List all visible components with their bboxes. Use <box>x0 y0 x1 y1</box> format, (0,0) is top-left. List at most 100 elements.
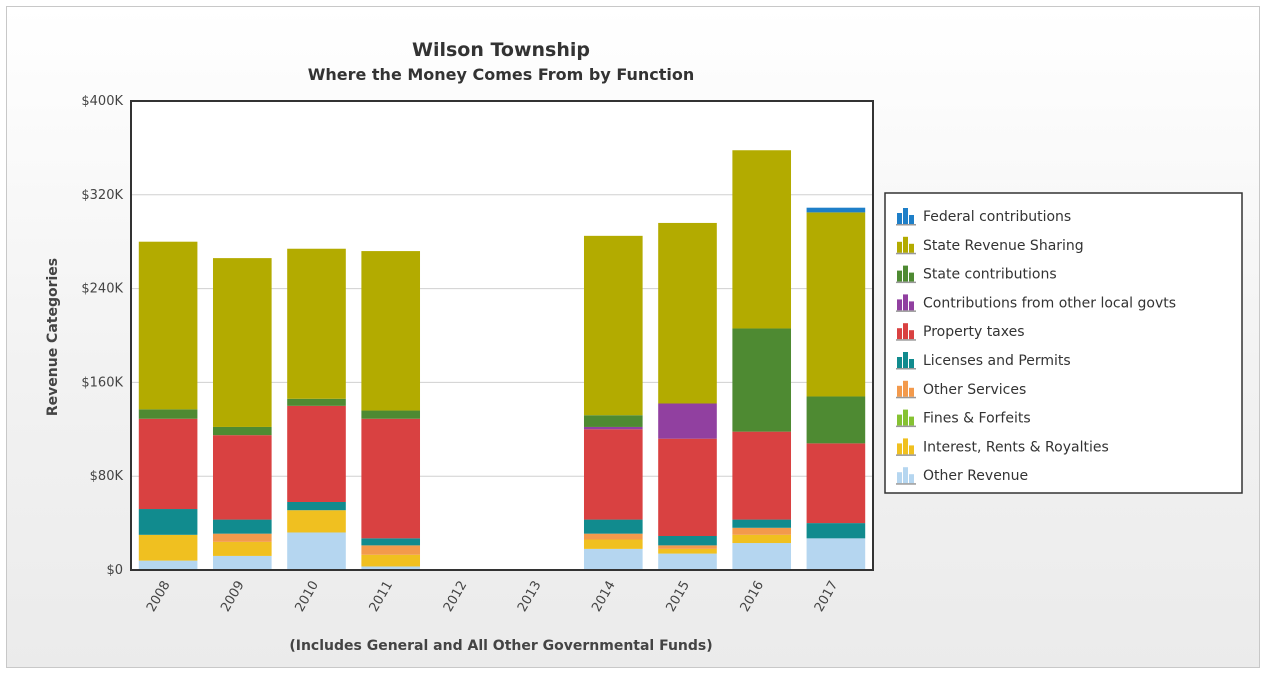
legend-label: State Revenue Sharing <box>923 238 1084 254</box>
bars: 2008 Other Revenue: 80002008 Interest, R… <box>138 150 866 570</box>
bar-segment[interactable]: 2016 Interest, Rents & Royalties: 7000 <box>732 534 792 544</box>
bar-segment[interactable]: 2015 Licenses and Permits: 8000 <box>658 535 717 546</box>
legend-label: Other Services <box>923 382 1026 398</box>
legend-label: State contributions <box>923 267 1057 283</box>
bar-segment[interactable]: 2010 Property taxes: 82000 <box>287 405 346 502</box>
x-axis-label: (Includes General and All Other Governme… <box>289 638 712 654</box>
bar-segment[interactable]: 2009 Interest, Rents & Royalties: 12000 <box>212 541 272 556</box>
bar-segment[interactable]: 2011 State Revenue Sharing: 136000 <box>361 251 421 411</box>
bar-segment[interactable]: 2017 Federal contributions: 4000 <box>806 207 866 213</box>
legend-label: Fines & Forfeits <box>923 411 1031 427</box>
bar-segment[interactable]: 2008 Interest, Rents & Royalties: 22000 <box>138 534 198 561</box>
bar-segment[interactable]: 2014 Other Revenue: 18000 <box>583 548 643 570</box>
legend: Federal contributions State Revenue Shari… <box>884 192 1243 494</box>
legend-item[interactable]: State contributions <box>896 265 1057 284</box>
bar-segment[interactable]: 2017 State contributions: 40000 <box>806 396 866 444</box>
bar-segment[interactable]: 2009 Other Services: 7000 <box>212 533 272 542</box>
legend-item[interactable]: Licenses and Permits <box>896 352 1071 370</box>
bar-segment[interactable]: 2014 Interest, Rents & Royalties: 8000 <box>583 539 643 549</box>
legend-bar-icon <box>896 208 916 226</box>
bar-segment[interactable]: 2009 Property taxes: 72000 <box>212 435 272 520</box>
bar-segment[interactable]: 2016 Property taxes: 75000 <box>732 431 792 520</box>
bar-segment[interactable]: 2015 Property taxes: 83000 <box>658 438 717 536</box>
bar-segment[interactable]: 2016 Other Revenue: 23000 <box>732 543 792 570</box>
bar-segment[interactable]: 2016 Licenses and Permits: 7000 <box>732 519 792 528</box>
x-tick-label: 2009 <box>218 579 248 615</box>
bar-segment[interactable]: 2008 State contributions: 8000 <box>138 409 198 419</box>
bar-segment[interactable]: 2014 State Revenue Sharing: 153000 <box>583 235 643 416</box>
bar-segment[interactable]: 2017 State Revenue Sharing: 157000 <box>806 212 866 397</box>
bar-segment[interactable]: 2017 Property taxes: 68000 <box>806 443 866 524</box>
bar-segment[interactable]: 2011 Licenses and Permits: 6000 <box>361 538 421 546</box>
chart-title: Wilson Township <box>412 39 590 61</box>
y-tick-label: $160K <box>81 375 123 390</box>
legend-bar-icon <box>896 467 916 485</box>
y-axis-ticks: $0 $80K $160K $240K $320K $400K <box>81 94 123 578</box>
legend-label: Federal contributions <box>923 209 1071 225</box>
bar-segment[interactable]: 2010 Other Revenue: 32000 <box>287 532 346 570</box>
bar-segment[interactable]: 2009 State contributions: 7000 <box>212 426 272 436</box>
x-tick-label: 2008 <box>144 579 174 615</box>
legend-item[interactable]: Property taxes <box>896 323 1025 341</box>
y-tick-label: $400K <box>81 94 123 109</box>
bar-segment[interactable]: 2015 Contributions from other local govt… <box>658 403 717 439</box>
bar-segment[interactable]: 2016 State Revenue Sharing: 152000 <box>732 150 792 329</box>
bar-segment[interactable]: 2010 State contributions: 6000 <box>287 398 346 406</box>
legend-bar-icon <box>896 294 916 312</box>
y-tick-label: $80K <box>90 469 124 484</box>
legend-bar-icon <box>896 352 916 370</box>
legend-box <box>884 192 1243 494</box>
x-tick-label: 2013 <box>515 579 545 615</box>
bar-segment[interactable]: 2010 Interest, Rents & Royalties: 19000 <box>287 510 346 533</box>
legend-label: Other Revenue <box>923 468 1028 484</box>
bar-segment[interactable]: 2014 Other Services: 5000 <box>583 533 643 540</box>
x-axis-ticks: 2008 2009 2010 2011 2012 2013 2014 2015 2016 2017 <box>144 579 841 615</box>
legend-bar-icon <box>896 236 916 255</box>
bar-segment[interactable]: 2014 Contributions from other local govt… <box>583 426 643 430</box>
legend-item[interactable]: Interest, Rents & Royalties <box>896 438 1109 456</box>
bar-segment[interactable]: 2016 State contributions: 88000 <box>732 328 792 432</box>
bar-segment[interactable]: 2017 Other Revenue: 27000 <box>806 538 866 570</box>
y-tick-label: $320K <box>81 188 123 203</box>
bar-segment[interactable]: 2015 State Revenue Sharing: 154000 <box>658 222 717 404</box>
bar-segment[interactable]: 2014 Property taxes: 77000 <box>583 429 643 520</box>
legend-bar-icon <box>896 438 916 456</box>
bar-segment[interactable]: 2010 State Revenue Sharing: 128000 <box>287 248 346 399</box>
legend-item[interactable]: Federal contributions <box>896 208 1071 226</box>
x-tick-label: 2010 <box>292 579 322 615</box>
bar-segment[interactable]: 2011 Other Services: 8000 <box>361 545 421 555</box>
legend-item[interactable]: Contributions from other local govts <box>896 294 1176 312</box>
bar-segment[interactable]: 2014 Licenses and Permits: 12000 <box>583 519 643 534</box>
bar-segment[interactable]: 2015 Interest, Rents & Royalties: 4000 <box>658 548 717 554</box>
x-tick-label: 2016 <box>738 579 768 615</box>
x-tick-label: 2015 <box>663 579 693 615</box>
bar-segment[interactable]: 2008 Property taxes: 77000 <box>138 418 198 510</box>
bar-segment[interactable]: 2011 State contributions: 7000 <box>361 410 421 419</box>
x-tick-label: 2014 <box>589 579 619 615</box>
bar-segment[interactable]: 2010 Licenses and Permits: 7000 <box>287 501 346 511</box>
bar-segment[interactable]: 2009 Licenses and Permits: 12000 <box>212 519 272 534</box>
bar-segment[interactable]: 2008 State Revenue Sharing: 143000 <box>138 241 198 410</box>
legend-item[interactable]: Fines & Forfeits <box>896 409 1031 428</box>
bar-segment[interactable]: 2015 Other Revenue: 14000 <box>658 553 717 570</box>
bar-segment[interactable]: 2011 Other Revenue: 3000 <box>361 566 421 570</box>
bar-segment[interactable]: 2016 Other Services: 6000 <box>732 527 792 535</box>
bar-segment[interactable]: 2017 Licenses and Permits: 13000 <box>806 523 866 539</box>
bar-segment[interactable]: 2008 Licenses and Permits: 22000 <box>138 509 198 535</box>
legend-item[interactable]: Other Revenue <box>896 467 1028 485</box>
y-tick-label: $0 <box>106 563 123 578</box>
bar-segment[interactable]: 2011 Interest, Rents & Royalties: 10000 <box>361 554 421 567</box>
bar-segment[interactable]: 2009 Other Revenue: 12000 <box>212 555 272 570</box>
legend-item[interactable]: State Revenue Sharing <box>896 236 1084 255</box>
bar-segment[interactable]: 2011 Property taxes: 102000 <box>361 418 421 539</box>
bar-segment[interactable]: 2015 Other Services: 3000 <box>658 545 717 549</box>
legend-label: Contributions from other local govts <box>923 295 1176 311</box>
legend-item[interactable]: Other Services <box>896 380 1026 399</box>
plot-border <box>130 100 874 571</box>
bar-segment[interactable]: 2008 Other Revenue: 8000 <box>138 560 198 570</box>
legend-bar-icon <box>896 409 916 428</box>
x-tick-label: 2012 <box>441 579 471 615</box>
bar-segment[interactable]: 2014 State contributions: 10000 <box>583 415 643 427</box>
bar-segment[interactable]: 2009 State Revenue Sharing: 144000 <box>212 258 272 427</box>
y-tick-label: $240K <box>81 282 123 297</box>
